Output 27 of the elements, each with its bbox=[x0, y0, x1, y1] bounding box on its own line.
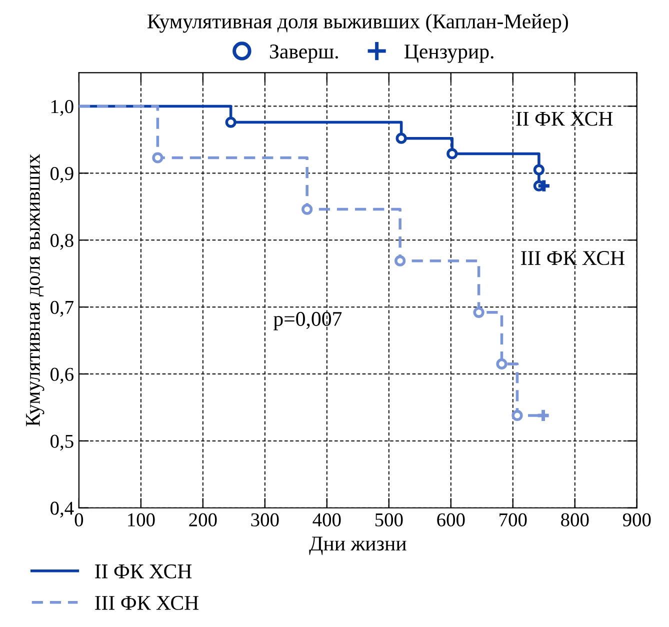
annotation: III ФК ХСН bbox=[521, 251, 625, 266]
x-tick-label: 0 bbox=[74, 513, 84, 526]
annotation: II ФК ХСН bbox=[516, 112, 613, 126]
legend-label: III ФК ХСН bbox=[95, 596, 199, 610]
y-tick-label: 0,9 bbox=[50, 166, 74, 183]
y-tick-label: 0,6 bbox=[50, 368, 74, 384]
y-tick-label: 0,4 bbox=[50, 502, 74, 518]
y-tick-label: 0,8 bbox=[50, 234, 74, 250]
x-tick-label: 400 bbox=[312, 513, 341, 526]
chart-title: Кумулятивная доля выживших (Каплан-Мейер) bbox=[148, 14, 568, 33]
text: Заверш. bbox=[270, 44, 338, 63]
x-tick-label: 900 bbox=[622, 513, 651, 526]
legend-label: II ФК ХСН bbox=[95, 564, 192, 578]
y-tick-label: 0,5 bbox=[50, 434, 74, 451]
x-tick-label: 200 bbox=[189, 513, 217, 526]
annotation: p=0,007 bbox=[274, 312, 342, 330]
text: Цензурир. bbox=[404, 44, 494, 63]
y-axis-title: Кумулятивная доля выживших bbox=[26, 154, 44, 426]
x-tick-label: 500 bbox=[375, 513, 403, 526]
x-tick-label: 700 bbox=[500, 513, 527, 526]
x-tick-label: 600 bbox=[437, 513, 465, 526]
y-tick-label: 1,0 bbox=[51, 100, 74, 116]
x-tick-label: 300 bbox=[251, 513, 279, 526]
y-tick-label: 0,7 bbox=[50, 300, 74, 317]
x-tick-label: 800 bbox=[561, 513, 589, 526]
x-tick-label: 100 bbox=[128, 513, 155, 526]
x-axis-title: Дни жизни bbox=[309, 536, 406, 555]
